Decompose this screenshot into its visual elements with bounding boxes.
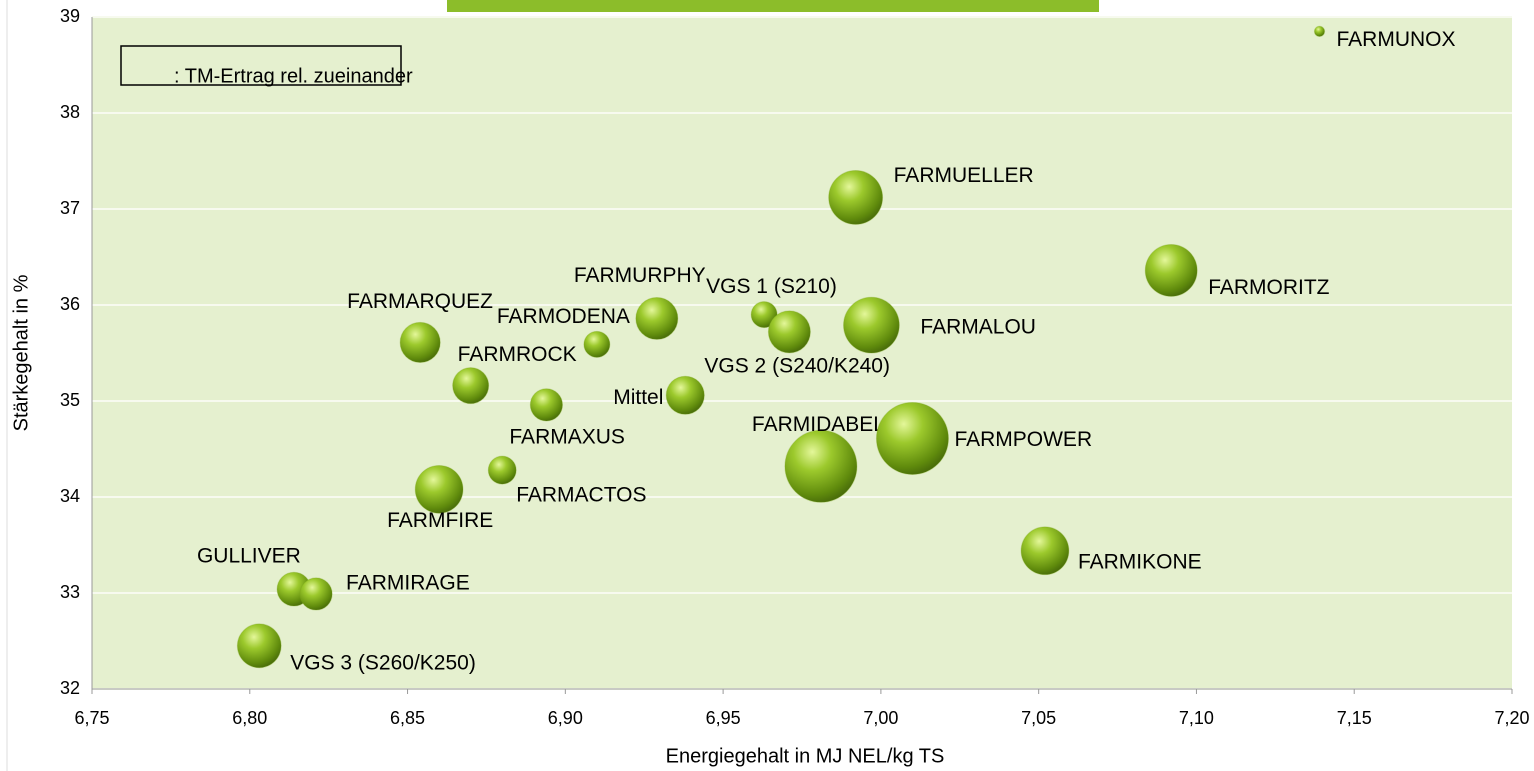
legend-note: : TM-Ertrag rel. zueinander [174, 65, 413, 87]
bubble [1144, 243, 1198, 297]
point-label: FARMIDABEL [752, 413, 885, 436]
point-label: FARMALOU [920, 316, 1036, 339]
x-axis-label: Energiegehalt in MJ NEL/kg TS [666, 745, 945, 767]
point-label: FARMACTOS [516, 484, 646, 507]
bubble [236, 623, 282, 669]
point-label: FARMIRAGE [346, 572, 470, 595]
y-tick-label: 34 [60, 486, 80, 506]
x-tick-label: 6,90 [548, 708, 583, 728]
bubble [875, 401, 949, 475]
legend-box [120, 45, 402, 86]
y-tick-label: 39 [60, 6, 80, 26]
y-tick-label: 32 [60, 678, 80, 698]
point-label: FARMPOWER [954, 428, 1092, 451]
bubble [487, 455, 517, 485]
bubble [529, 388, 563, 422]
point-label: VGS 1 (S210) [706, 275, 837, 298]
point-label: VGS 2 (S240/K240) [704, 354, 890, 377]
point-label: FARMORITZ [1208, 276, 1329, 299]
y-axis-label: Stärkegehalt in % [10, 274, 32, 431]
y-tick-label: 33 [60, 582, 80, 602]
bubble [767, 310, 811, 354]
bubble [828, 170, 884, 225]
y-tick-label: 38 [60, 102, 80, 122]
bubble [414, 464, 464, 514]
bubble [1313, 25, 1326, 37]
bubble [583, 330, 611, 358]
plot-area [92, 17, 1512, 689]
bubble [1020, 526, 1070, 576]
x-tick-label: 6,80 [232, 708, 267, 728]
y-tick-label: 35 [60, 390, 80, 410]
bubble [665, 375, 705, 415]
y-tick-label: 37 [60, 198, 80, 218]
bubble [784, 429, 858, 503]
bubble [843, 296, 900, 354]
bubble [299, 577, 333, 611]
x-tick-label: 7,00 [863, 708, 898, 728]
x-tick-label: 7,10 [1179, 708, 1214, 728]
point-label: Mittel [613, 386, 663, 409]
point-label: FARMODENA [497, 305, 630, 328]
x-tick-label: 7,15 [1337, 708, 1372, 728]
point-label: FARMARQUEZ [347, 290, 493, 313]
point-label: FARMIKONE [1078, 550, 1202, 573]
point-label: FARMAXUS [509, 425, 625, 448]
point-label: FARMUNOX [1337, 28, 1456, 51]
y-tick-label: 36 [60, 294, 80, 314]
bubble [750, 301, 778, 329]
bubble [635, 296, 679, 340]
point-label: FARMROCK [458, 343, 577, 366]
point-label: FARMUELLER [894, 164, 1034, 187]
point-label: FARMURPHY [574, 264, 706, 287]
x-tick-label: 6,95 [706, 708, 741, 728]
x-tick-label: 6,85 [390, 708, 425, 728]
bubble [399, 321, 441, 363]
point-label: FARMFIRE [387, 509, 493, 532]
point-label: GULLIVER [197, 545, 301, 568]
x-tick-label: 6,75 [74, 708, 109, 728]
point-label: VGS 3 (S260/K250) [290, 651, 476, 674]
header-bar [447, 0, 1099, 12]
bubble [452, 367, 490, 405]
x-tick-label: 7,20 [1494, 708, 1529, 728]
x-tick-label: 7,05 [1021, 708, 1056, 728]
